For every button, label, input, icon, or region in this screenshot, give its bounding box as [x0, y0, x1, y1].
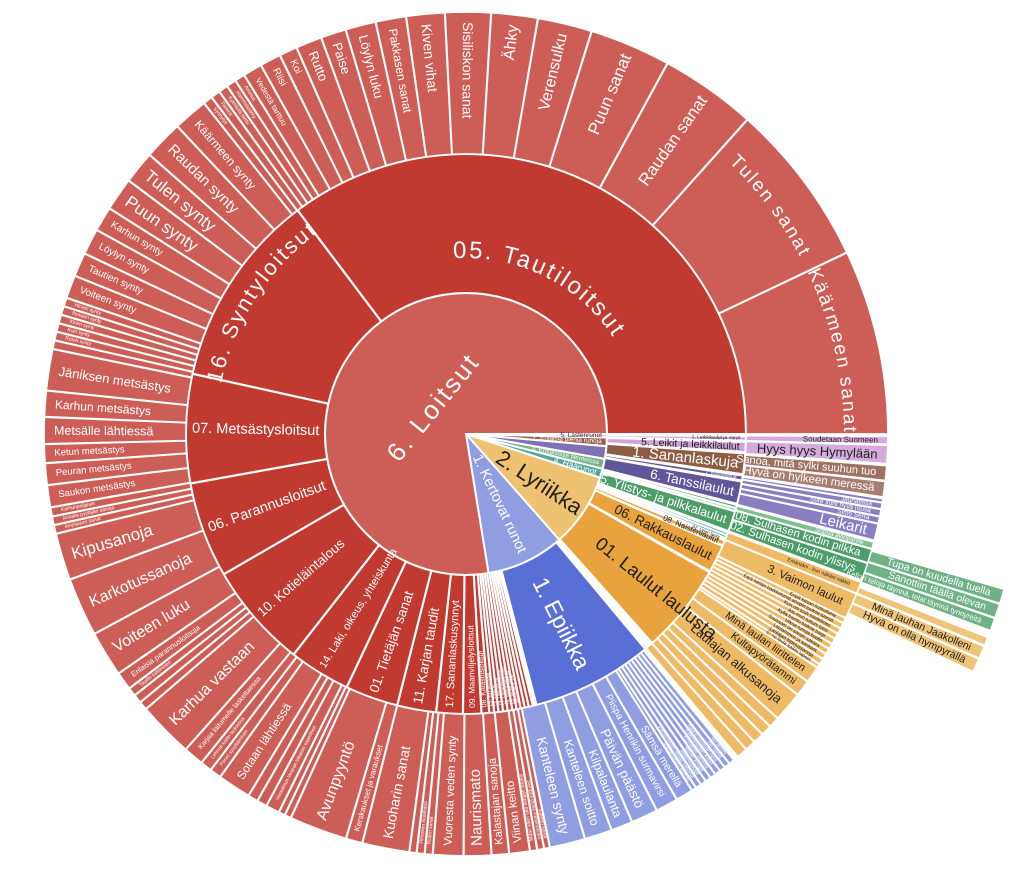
svg-text:7. Erilaisia pieniä runoja: 7. Erilaisia pieniä runoja	[533, 434, 603, 445]
svg-text:Kiven vihat: Kiven vihat	[418, 23, 441, 93]
svg-text:13. Kateus: 13. Kateus	[491, 684, 498, 707]
svg-text:12. Lemmennosto: 12. Lemmennosto	[497, 669, 507, 706]
svg-text:Soudetaan Suomeen: Soudetaan Suomeen	[803, 434, 878, 444]
svg-text:19. Uniloitsuja: 19. Uniloitsuja	[494, 677, 503, 706]
svg-text:Vuoresta veden synty: Vuoresta veden synty	[443, 735, 460, 846]
svg-text:Karhun metsästys: Karhun metsästys	[55, 397, 152, 418]
svg-text:Kateen sanat: Kateen sanat	[537, 809, 549, 840]
svg-text:Naurismato: Naurismato	[467, 769, 486, 846]
svg-text:Metsälle lähtiessä: Metsälle lähtiessä	[54, 424, 154, 439]
svg-text:1. Leikkilaulut ja -lorut: 1. Leikkilaulut ja -lorut	[692, 435, 741, 442]
svg-text:15. Eri tiloissa: 15. Eri tiloissa	[485, 672, 494, 708]
svg-text:Hyys hyys Hymylään: Hyys hyys Hymylään	[757, 441, 878, 462]
svg-text:62. Kirkonväki: 62. Kirkonväki	[510, 675, 520, 704]
svg-text:7. Kiusoittelua: 7. Kiusoittelua	[705, 469, 737, 480]
svg-text:Hevosen niulahdus: Hevosen niulahdus	[419, 801, 430, 844]
svg-text:Ketun metsästys: Ketun metsästys	[54, 444, 125, 458]
svg-text:Riiden sanat: Riiden sanat	[427, 816, 435, 845]
svg-text:07. Metsästysloitsut: 07. Metsästysloitsut	[192, 421, 320, 439]
svg-text:60. Muita loitsuja: 60. Muita loitsuja	[505, 670, 516, 705]
svg-text:09. Maanviljelysloitsut: 09. Maanviljelysloitsut	[465, 625, 477, 709]
svg-text:18. Varkauden esto: 18. Varkauden esto	[500, 665, 511, 704]
svg-text:08. Kalastusloitsut: 08. Kalastusloitsut	[478, 650, 489, 707]
svg-text:5. Leikit ja leikkilaulut: 5. Leikit ja leikkilaulut	[641, 436, 740, 453]
svg-text:5. Lastenrunot: 5. Lastenrunot	[560, 432, 602, 440]
svg-text:Koin synty: Koin synty	[67, 327, 91, 339]
svg-text:Ähky: Ähky	[500, 24, 522, 61]
svg-text:Sisiliskon sanat: Sisiliskon sanat	[460, 22, 476, 119]
